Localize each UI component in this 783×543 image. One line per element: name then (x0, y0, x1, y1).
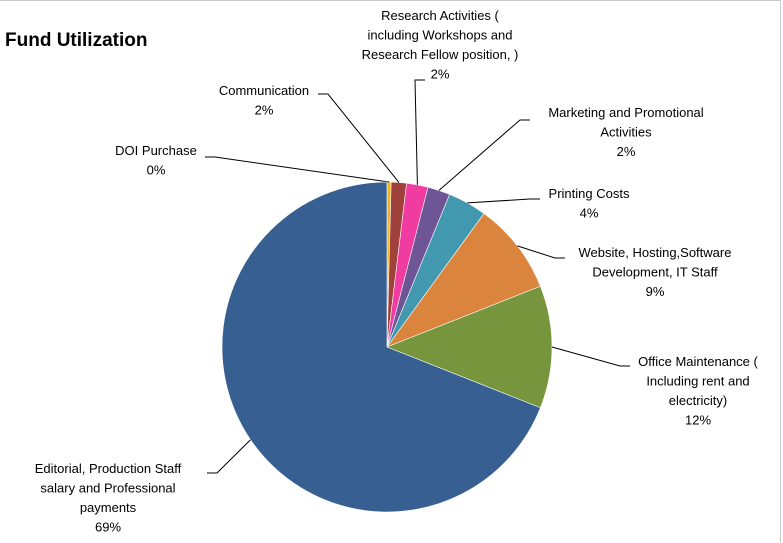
leader-line (414, 79, 425, 185)
leader-line (438, 119, 530, 191)
data-label: Research Activities ( including Workshops… (362, 8, 519, 82)
data-label-text: including Workshops and (367, 28, 512, 43)
data-label-text: Office Maintenance ( (638, 354, 758, 369)
data-label-percent: 2% (431, 67, 450, 82)
data-label: Marketing and Promotional Activities 2% (548, 105, 703, 159)
data-label-text: Printing Costs (549, 186, 630, 201)
data-label-percent: 0% (147, 163, 166, 178)
data-label: Editorial, Production Staff salary and Pr… (35, 461, 182, 535)
data-label-text: Activities (600, 125, 652, 140)
data-label-percent: 69% (95, 520, 121, 535)
data-label-text: DOI Purchase (115, 143, 197, 158)
leader-line (551, 346, 630, 367)
data-label: Communication 2% (219, 83, 309, 118)
data-label-text: Editorial, Production Staff (35, 461, 182, 476)
data-label-text: payments (80, 500, 137, 515)
leader-line (517, 245, 565, 259)
data-label-percent: 2% (255, 103, 274, 118)
data-label-text: electricity) (669, 393, 728, 408)
chart-title: Fund Utilization (5, 30, 148, 51)
leader-line (205, 156, 390, 183)
leader-line (467, 198, 540, 204)
data-label: DOI Purchase 0% (115, 143, 197, 178)
data-label-text: Development, IT Staff (592, 265, 718, 280)
data-label: Website, Hosting,Software Development, IT… (579, 245, 732, 299)
data-label: Office Maintenance ( Including rent and el… (638, 354, 758, 428)
data-label-text: Including rent and (646, 374, 749, 389)
data-label-text: Marketing and Promotional (548, 105, 703, 120)
data-label-text: Communication (219, 83, 309, 98)
data-label-percent: 4% (580, 206, 599, 221)
data-label-text: Research Fellow position, ) (362, 47, 519, 62)
data-label-percent: 9% (646, 284, 665, 299)
leader-line (207, 439, 251, 474)
data-label-text: Research Activities ( (381, 8, 499, 23)
data-label-text: salary and Professional (40, 481, 175, 496)
leader-line (318, 93, 400, 183)
pie-slice (386, 213, 541, 348)
data-label-percent: 2% (617, 144, 636, 159)
data-label-percent: 12% (685, 413, 711, 428)
data-label-text: Website, Hosting,Software (579, 245, 732, 260)
data-label: Printing Costs 4% (549, 186, 630, 221)
pie-slice (221, 181, 541, 513)
